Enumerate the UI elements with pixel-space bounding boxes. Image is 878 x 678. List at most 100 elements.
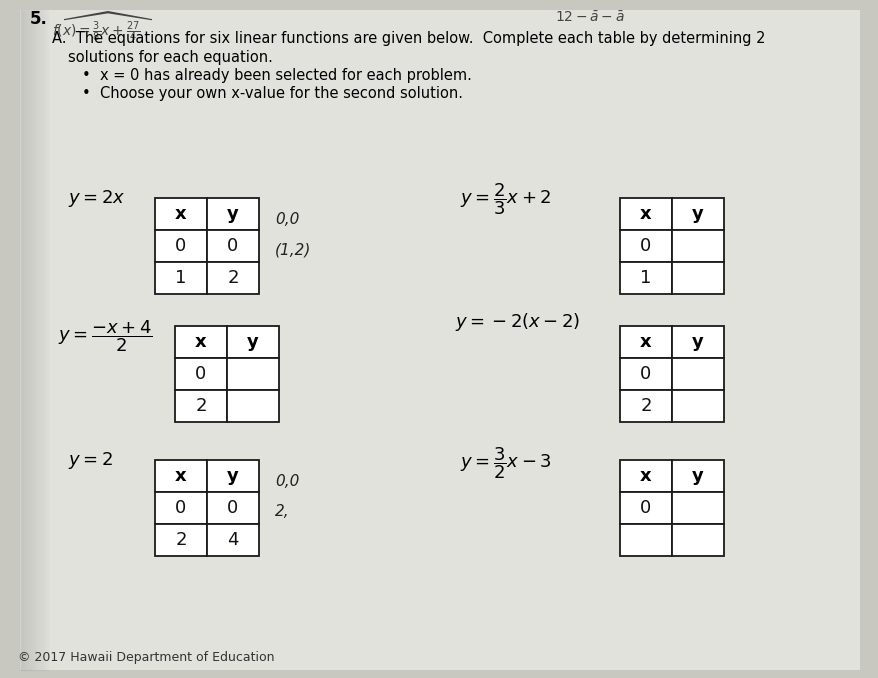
Text: 0: 0 [176, 237, 186, 255]
FancyBboxPatch shape [206, 524, 259, 556]
Bar [39, 10, 40, 670]
Text: 0,0: 0,0 [275, 212, 299, 228]
Bar [42, 10, 43, 670]
FancyBboxPatch shape [672, 390, 723, 422]
FancyBboxPatch shape [155, 262, 206, 294]
Bar [25, 10, 26, 670]
FancyBboxPatch shape [206, 230, 259, 262]
FancyBboxPatch shape [227, 326, 278, 358]
FancyBboxPatch shape [227, 390, 278, 422]
Bar [46, 10, 47, 670]
Bar [20, 10, 21, 670]
FancyBboxPatch shape [206, 492, 259, 524]
Text: 0: 0 [195, 365, 206, 383]
Text: solutions for each equation.: solutions for each equation. [68, 50, 272, 65]
Text: y: y [691, 205, 703, 223]
Text: $12-\bar{a}-\bar{a}$: $12-\bar{a}-\bar{a}$ [554, 10, 624, 25]
Bar [32, 10, 33, 670]
FancyBboxPatch shape [175, 358, 227, 390]
Text: x: x [639, 467, 651, 485]
Bar [21, 10, 22, 670]
FancyBboxPatch shape [619, 262, 672, 294]
Text: y: y [227, 205, 239, 223]
FancyBboxPatch shape [619, 198, 672, 230]
FancyBboxPatch shape [619, 524, 672, 556]
FancyBboxPatch shape [672, 262, 723, 294]
FancyBboxPatch shape [672, 326, 723, 358]
Text: 2: 2 [639, 397, 651, 415]
Text: 2: 2 [227, 269, 239, 287]
Text: 1: 1 [175, 269, 186, 287]
Bar [29, 10, 30, 670]
Text: x: x [639, 205, 651, 223]
Bar [41, 10, 42, 670]
Bar [47, 10, 48, 670]
Text: $y = -2(x - 2)$: $y = -2(x - 2)$ [455, 311, 579, 333]
FancyBboxPatch shape [619, 326, 672, 358]
Bar [44, 10, 45, 670]
FancyBboxPatch shape [227, 358, 278, 390]
FancyBboxPatch shape [619, 460, 672, 492]
Bar [27, 10, 28, 670]
Text: •  Choose your own x-value for the second solution.: • Choose your own x-value for the second… [82, 86, 463, 101]
FancyBboxPatch shape [672, 524, 723, 556]
FancyBboxPatch shape [155, 524, 206, 556]
Text: 0: 0 [640, 499, 651, 517]
Bar [36, 10, 37, 670]
Bar [34, 10, 35, 670]
Bar [37, 10, 38, 670]
FancyBboxPatch shape [175, 390, 227, 422]
Bar [40, 10, 41, 670]
Bar [33, 10, 34, 670]
FancyBboxPatch shape [619, 390, 672, 422]
FancyBboxPatch shape [672, 230, 723, 262]
Bar [38, 10, 39, 670]
FancyBboxPatch shape [619, 492, 672, 524]
Text: 0: 0 [176, 499, 186, 517]
Text: •  x = 0 has already been selected for each problem.: • x = 0 has already been selected for ea… [82, 68, 471, 83]
Text: 2: 2 [195, 397, 206, 415]
Text: x: x [639, 333, 651, 351]
Bar [28, 10, 29, 670]
Text: $y = \dfrac{2}{3}x + 2$: $y = \dfrac{2}{3}x + 2$ [459, 181, 551, 217]
Bar [22, 10, 23, 670]
Text: y: y [227, 467, 239, 485]
Text: 0,0: 0,0 [275, 475, 299, 490]
Text: $\widehat{f(x)=\frac{3}{8}x+\frac{27}{4}}$: $\widehat{f(x)=\frac{3}{8}x+\frac{27}{4}… [52, 10, 153, 43]
FancyBboxPatch shape [206, 198, 259, 230]
Text: x: x [195, 333, 206, 351]
FancyBboxPatch shape [206, 460, 259, 492]
FancyBboxPatch shape [206, 262, 259, 294]
Text: x: x [175, 205, 187, 223]
FancyBboxPatch shape [155, 230, 206, 262]
Text: 0: 0 [227, 237, 238, 255]
FancyBboxPatch shape [155, 198, 206, 230]
Text: $y = 2x$: $y = 2x$ [68, 188, 126, 209]
Text: 2: 2 [175, 531, 186, 549]
FancyBboxPatch shape [619, 230, 672, 262]
FancyBboxPatch shape [155, 492, 206, 524]
FancyBboxPatch shape [672, 460, 723, 492]
Bar [26, 10, 27, 670]
Text: 5.: 5. [30, 10, 47, 28]
FancyBboxPatch shape [175, 326, 227, 358]
Text: © 2017 Hawaii Department of Education: © 2017 Hawaii Department of Education [18, 651, 274, 664]
Text: A.  The equations for six linear functions are given below.  Complete each table: A. The equations for six linear function… [52, 31, 765, 46]
Bar [45, 10, 46, 670]
Text: x: x [175, 467, 187, 485]
FancyBboxPatch shape [672, 492, 723, 524]
FancyBboxPatch shape [672, 358, 723, 390]
Text: 2,: 2, [275, 504, 289, 519]
Text: 0: 0 [640, 365, 651, 383]
FancyBboxPatch shape [155, 460, 206, 492]
Text: $y = \dfrac{3}{2}x - 3$: $y = \dfrac{3}{2}x - 3$ [459, 445, 551, 481]
Text: 0: 0 [640, 237, 651, 255]
Text: y: y [691, 467, 703, 485]
Bar [31, 10, 32, 670]
Bar [30, 10, 31, 670]
Bar [35, 10, 36, 670]
Text: $y = \dfrac{-x+4}{2}$: $y = \dfrac{-x+4}{2}$ [58, 318, 152, 354]
FancyBboxPatch shape [672, 198, 723, 230]
Bar [24, 10, 25, 670]
FancyBboxPatch shape [619, 358, 672, 390]
